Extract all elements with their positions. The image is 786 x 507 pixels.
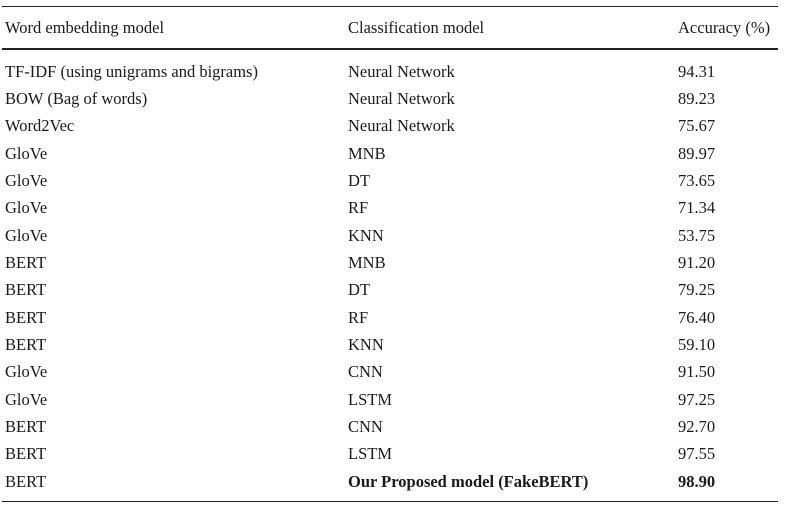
header-embedding-model: Word embedding model bbox=[5, 18, 165, 37]
cell-accuracy: 94.31 bbox=[678, 62, 716, 81]
cell-accuracy: 89.23 bbox=[678, 89, 716, 108]
cell-embedding: Word2Vec bbox=[5, 116, 75, 135]
cell-accuracy: 76.40 bbox=[678, 308, 716, 327]
table-row: Word2Vec Neural Network 75.67 bbox=[0, 114, 786, 138]
cell-accuracy: 92.70 bbox=[678, 417, 716, 436]
cell-classifier: LSTM bbox=[348, 444, 393, 463]
table-row: GloVe RF 71.34 bbox=[0, 196, 786, 220]
cell-classifier: CNN bbox=[348, 417, 383, 436]
cell-embedding: BERT bbox=[5, 472, 47, 491]
table-row: BERT CNN 92.70 bbox=[0, 415, 786, 439]
cell-accuracy: 53.75 bbox=[678, 226, 716, 245]
table-row-proposed: BERT Our Proposed model (FakeBERT) 98.90 bbox=[0, 470, 786, 494]
table-row: GloVe MNB 89.97 bbox=[0, 142, 786, 166]
cell-classifier: MNB bbox=[348, 144, 386, 163]
cell-classifier: Neural Network bbox=[348, 89, 455, 108]
cell-accuracy: 97.55 bbox=[678, 444, 716, 463]
cell-embedding: TF-IDF (using unigrams and bigrams) bbox=[5, 62, 258, 81]
header-classification-model: Classification model bbox=[348, 18, 485, 37]
table-header-row: Word embedding model Classification mode… bbox=[0, 16, 786, 40]
cell-accuracy: 91.20 bbox=[678, 253, 716, 272]
cell-classifier: RF bbox=[348, 198, 369, 217]
cell-embedding: GloVe bbox=[5, 226, 48, 245]
cell-accuracy: 91.50 bbox=[678, 362, 716, 381]
cell-embedding: BERT bbox=[5, 280, 47, 299]
cell-classifier: KNN bbox=[348, 226, 384, 245]
cell-accuracy: 97.25 bbox=[678, 390, 716, 409]
cell-embedding: GloVe bbox=[5, 362, 48, 381]
table-row: TF-IDF (using unigrams and bigrams) Neur… bbox=[0, 60, 786, 84]
cell-classifier: RF bbox=[348, 308, 369, 327]
table-row: BERT DT 79.25 bbox=[0, 278, 786, 302]
table-row: GloVe LSTM 97.25 bbox=[0, 388, 786, 412]
cell-classifier: Neural Network bbox=[348, 62, 455, 81]
cell-embedding: GloVe bbox=[5, 390, 48, 409]
cell-embedding: BERT bbox=[5, 308, 47, 327]
cell-accuracy: 79.25 bbox=[678, 280, 716, 299]
cell-classifier: LSTM bbox=[348, 390, 393, 409]
table-row: BERT MNB 91.20 bbox=[0, 251, 786, 275]
table-row: BERT RF 76.40 bbox=[0, 306, 786, 330]
table-row: BERT LSTM 97.55 bbox=[0, 442, 786, 466]
table-bottom-rule bbox=[2, 501, 778, 502]
cell-classifier: DT bbox=[348, 280, 370, 299]
cell-accuracy: 71.34 bbox=[678, 198, 716, 217]
cell-accuracy: 98.90 bbox=[678, 472, 716, 491]
cell-accuracy: 75.67 bbox=[678, 116, 716, 135]
cell-accuracy: 89.97 bbox=[678, 144, 716, 163]
cell-classifier: Our Proposed model (FakeBERT) bbox=[348, 472, 589, 491]
cell-classifier: Neural Network bbox=[348, 116, 455, 135]
cell-embedding: BERT bbox=[5, 444, 47, 463]
cell-accuracy: 73.65 bbox=[678, 171, 716, 190]
cell-classifier: CNN bbox=[348, 362, 383, 381]
cell-classifier: KNN bbox=[348, 335, 384, 354]
cell-embedding: BERT bbox=[5, 335, 47, 354]
cell-embedding: BERT bbox=[5, 417, 47, 436]
cell-embedding: BERT bbox=[5, 253, 47, 272]
cell-classifier: MNB bbox=[348, 253, 386, 272]
table-row: BERT KNN 59.10 bbox=[0, 333, 786, 357]
header-accuracy: Accuracy (%) bbox=[678, 18, 771, 37]
table-row: GloVe CNN 91.50 bbox=[0, 360, 786, 384]
table-row: GloVe KNN 53.75 bbox=[0, 224, 786, 248]
cell-embedding: BOW (Bag of words) bbox=[5, 89, 148, 108]
table-top-rule bbox=[2, 6, 778, 7]
cell-embedding: GloVe bbox=[5, 198, 48, 217]
cell-embedding: GloVe bbox=[5, 171, 48, 190]
table-header-rule bbox=[2, 48, 778, 50]
table-row: GloVe DT 73.65 bbox=[0, 169, 786, 193]
cell-accuracy: 59.10 bbox=[678, 335, 716, 354]
table-row: BOW (Bag of words) Neural Network 89.23 bbox=[0, 87, 786, 111]
cell-embedding: GloVe bbox=[5, 144, 48, 163]
cell-classifier: DT bbox=[348, 171, 370, 190]
